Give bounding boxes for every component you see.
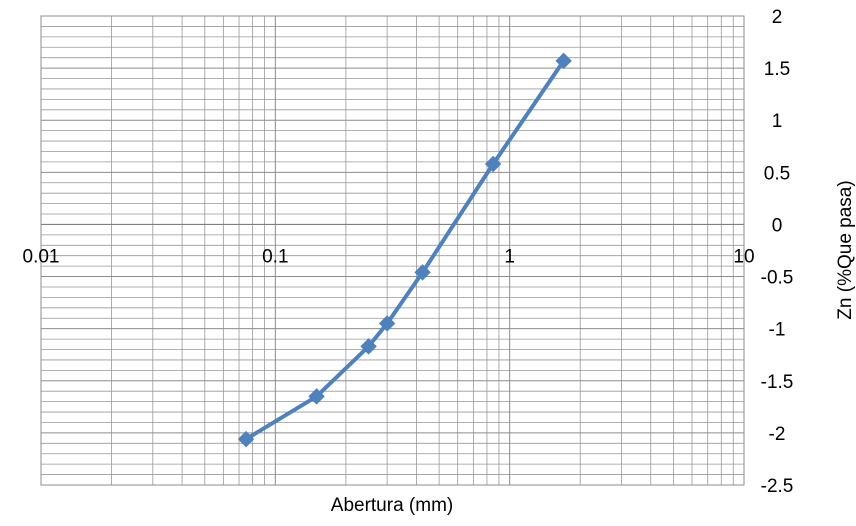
y-tick-label: -0.5	[761, 268, 794, 289]
data-point-marker	[237, 430, 255, 448]
y-tick-label: 1.5	[764, 59, 790, 80]
y-tick-label: 0.5	[764, 163, 790, 184]
x-tick-label: 1	[504, 246, 515, 267]
data-point-marker	[378, 315, 396, 332]
data-point-marker	[360, 338, 377, 355]
y-tick-labels: 2 1.5 1 0.5 0 -0.5 -1 -1.5 -2 -2.5	[761, 7, 794, 497]
y-tick-label: -1.5	[761, 372, 794, 393]
x-tick-label: 0.1	[262, 246, 288, 267]
x-axis-label: Abertura (mm)	[331, 495, 453, 516]
data-point-marker	[308, 388, 325, 405]
y-axis-label: Zn (%Que pasa)	[835, 180, 856, 319]
data-point-marker	[555, 52, 572, 70]
data-point-marker	[484, 155, 502, 173]
data-point-marker	[414, 264, 431, 281]
y-tick-label: -2.5	[761, 476, 794, 497]
y-tick-label: 0	[772, 215, 783, 236]
plot-area	[40, 15, 745, 486]
minor-grid	[41, 16, 744, 485]
data-series	[237, 52, 572, 448]
y-tick-label: -1	[769, 320, 786, 341]
y-tick-label: 1	[772, 111, 783, 132]
y-tick-label: -2	[769, 424, 786, 445]
x-tick-label: 0.01	[23, 246, 60, 267]
x-tick-labels: 0.01 0.1 1 10	[23, 246, 755, 267]
y-tick-label: 2	[772, 7, 783, 28]
x-tick-label: 10	[733, 246, 754, 267]
